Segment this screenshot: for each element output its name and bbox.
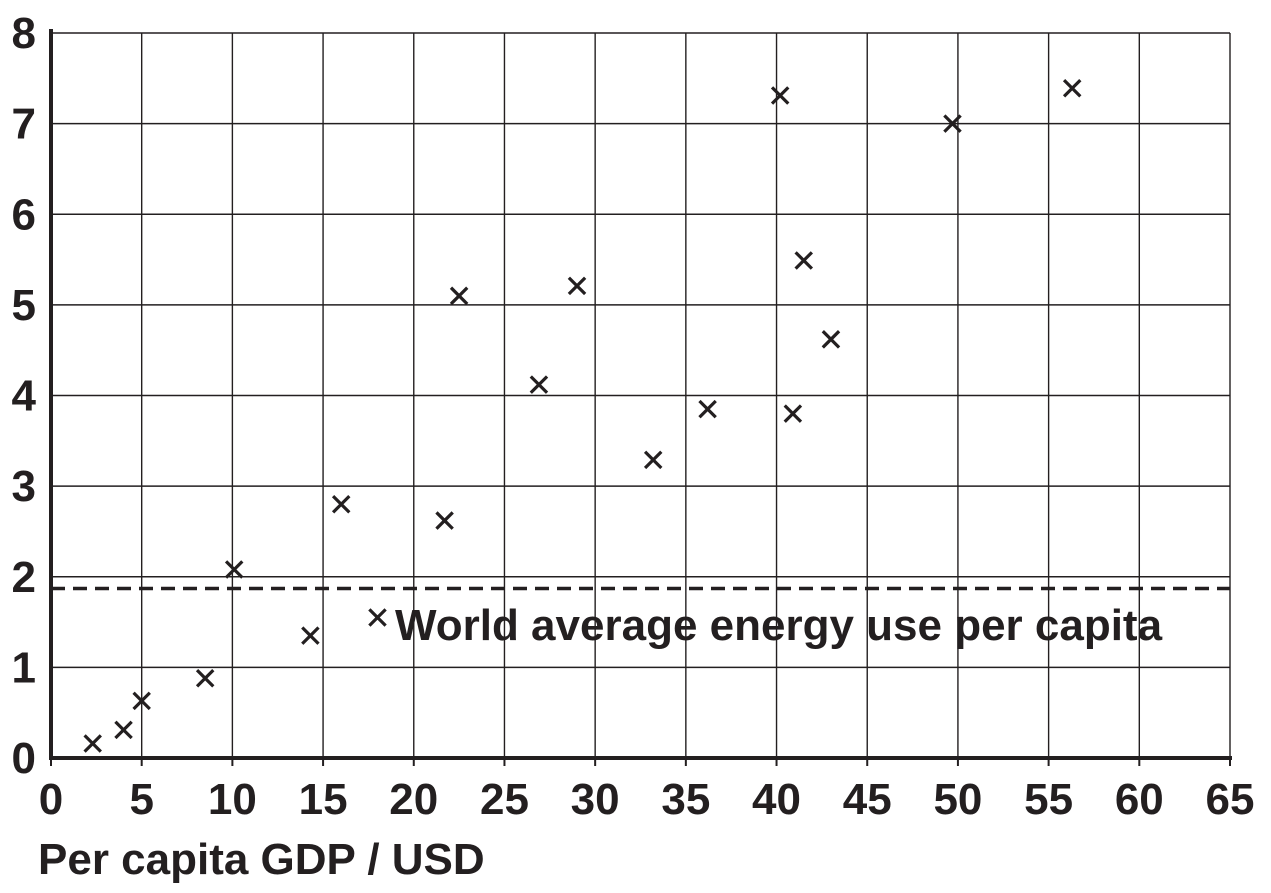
x-tick-label: 45 xyxy=(843,775,892,824)
data-point xyxy=(449,286,469,306)
axes xyxy=(49,29,1232,766)
x-tick-label: 25 xyxy=(480,775,529,824)
grid xyxy=(51,32,1231,758)
x-tick-label: 65 xyxy=(1206,775,1255,824)
data-point xyxy=(331,494,351,514)
x-tick-label: 50 xyxy=(933,775,982,824)
data-point xyxy=(783,404,803,423)
data-point xyxy=(770,86,790,105)
x-tick-label: 60 xyxy=(1115,775,1164,824)
data-point-stroke xyxy=(783,404,803,423)
data-point-stroke xyxy=(331,494,351,514)
data-point xyxy=(195,668,215,688)
data-point xyxy=(1062,79,1082,98)
x-tick-label: 5 xyxy=(129,775,153,824)
data-point xyxy=(83,734,102,753)
data-point xyxy=(821,330,841,349)
data-point xyxy=(224,560,244,579)
y-tick-label: 8 xyxy=(12,9,36,58)
data-point-stroke xyxy=(435,511,454,530)
data-point-stroke xyxy=(794,251,814,270)
y-tick-label: 2 xyxy=(12,553,36,602)
data-point-stroke xyxy=(529,375,549,394)
data-point-stroke xyxy=(643,450,663,470)
y-tick-label: 7 xyxy=(12,100,36,149)
data-point-stroke xyxy=(567,276,587,296)
x-tick-label: 30 xyxy=(571,775,620,824)
data-point-stroke xyxy=(1062,79,1082,98)
data-point xyxy=(435,511,454,530)
y-tick-label: 4 xyxy=(12,372,37,421)
data-point-stroke xyxy=(449,286,469,306)
x-tick-label: 0 xyxy=(39,775,63,824)
y-tick-label: 1 xyxy=(12,643,36,692)
data-point-stroke xyxy=(224,560,244,579)
y-tick-label: 3 xyxy=(12,462,36,511)
data-point-stroke xyxy=(821,330,841,349)
data-point xyxy=(529,375,549,394)
x-axis-title: Per capita GDP / USD xyxy=(38,835,485,884)
data-points xyxy=(83,79,1082,753)
data-point xyxy=(794,251,814,270)
data-point-stroke xyxy=(301,626,320,645)
data-point xyxy=(301,626,320,645)
data-point-stroke xyxy=(368,608,387,627)
x-tick-label: 35 xyxy=(661,775,710,824)
data-point-stroke xyxy=(83,734,102,753)
x-tick-label: 55 xyxy=(1024,775,1073,824)
data-point xyxy=(943,114,962,133)
data-point xyxy=(132,691,151,711)
data-point xyxy=(114,720,133,740)
data-point-stroke xyxy=(132,691,151,711)
y-tick-label: 6 xyxy=(12,190,36,239)
y-tick-label: 0 xyxy=(12,734,36,783)
data-point xyxy=(368,608,387,627)
x-tick-label: 20 xyxy=(389,775,438,824)
x-tick-label: 10 xyxy=(208,775,257,824)
data-point xyxy=(698,399,717,419)
x-tick-label: 15 xyxy=(299,775,348,824)
data-point-stroke xyxy=(770,86,790,105)
data-point xyxy=(567,276,587,296)
x-tick-label: 40 xyxy=(752,775,801,824)
reference-line-label: World average energy use per capita xyxy=(395,601,1163,650)
data-point-stroke xyxy=(698,399,717,419)
data-point-stroke xyxy=(943,114,962,133)
data-point xyxy=(643,450,663,470)
data-point-stroke xyxy=(195,668,215,688)
data-point-stroke xyxy=(114,720,133,740)
y-tick-label: 5 xyxy=(12,281,36,330)
